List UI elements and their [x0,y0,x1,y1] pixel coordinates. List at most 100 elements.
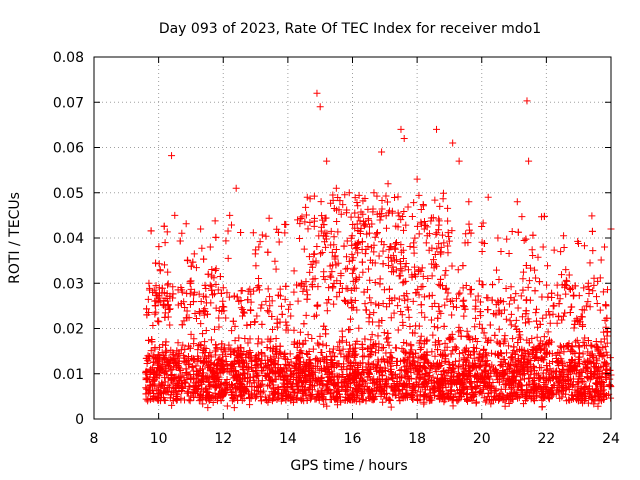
data-point [244,287,252,295]
data-point [323,307,331,315]
data-point [435,215,443,223]
data-point [438,393,446,401]
data-point [323,299,331,307]
data-point [191,288,199,296]
data-point [510,377,518,385]
data-point [603,314,611,322]
data-point [143,360,151,368]
data-point [562,386,570,394]
data-point [213,365,221,373]
data-point [152,282,160,290]
data-point [448,262,456,270]
data-point [435,217,443,225]
data-point [192,362,200,370]
data-point [517,292,525,300]
data-point [191,389,199,397]
data-point [186,397,194,405]
data-point [598,378,606,386]
data-point [293,281,301,289]
data-point [372,340,380,348]
data-point [145,336,153,344]
data-point [452,357,460,365]
data-point [151,302,159,310]
data-point [312,257,320,265]
data-point [386,396,394,404]
data-point [201,338,209,346]
data-point [383,394,391,402]
data-point [190,335,198,343]
data-point [545,393,553,401]
data-point [200,344,208,352]
data-point [356,381,364,389]
data-point [414,285,422,293]
data-point [563,342,571,350]
data-point [367,336,375,344]
data-point [471,373,479,381]
chart-title: Day 093 of 2023, Rate Of TEC Index for r… [159,21,541,37]
data-point [329,345,337,353]
data-point [476,298,484,306]
data-point [499,298,507,306]
data-point [576,372,584,380]
data-point [434,324,442,332]
data-point [258,231,266,239]
data-point [181,304,189,312]
data-point [391,391,399,399]
data-point [333,218,341,226]
data-point [530,377,538,385]
data-point [559,390,567,398]
data-point [522,310,530,318]
data-point [268,397,276,405]
data-point [414,395,422,403]
data-point [296,220,304,228]
data-point [205,378,213,386]
data-point [323,355,331,363]
data-point [543,376,551,384]
data-point [594,374,602,382]
data-point [553,367,561,375]
data-point [393,239,401,247]
data-point [245,390,253,398]
data-point [282,318,290,326]
data-point [580,342,588,350]
data-point [495,396,503,404]
data-point [255,282,263,290]
data-point [222,378,230,386]
data-point [584,399,592,407]
data-point [396,272,404,280]
data-point [484,390,492,398]
data-point [303,193,311,201]
data-point [198,244,206,252]
data-point [342,265,350,273]
data-point [418,371,426,379]
data-point [364,386,372,394]
data-point [300,282,308,290]
data-point [409,359,417,367]
data-point [289,398,297,406]
data-point [502,285,510,293]
data-point [487,400,495,408]
data-point [450,394,458,402]
data-point [402,221,410,229]
data-point [462,230,470,238]
data-point [321,367,329,375]
data-point [360,352,368,360]
data-point [304,351,312,359]
data-point [461,305,469,313]
data-point [409,329,417,337]
data-point [182,365,190,373]
data-point [199,330,207,338]
data-point [197,225,205,233]
data-point [577,368,585,376]
data-point [454,397,462,405]
data-point [266,376,274,384]
data-point [277,349,285,357]
data-point [249,373,257,381]
data-point [366,294,374,302]
data-point [307,260,315,268]
data-point [439,189,447,197]
data-point [208,286,216,294]
data-point [351,264,359,272]
data-point [266,337,274,345]
data-point [530,364,538,372]
